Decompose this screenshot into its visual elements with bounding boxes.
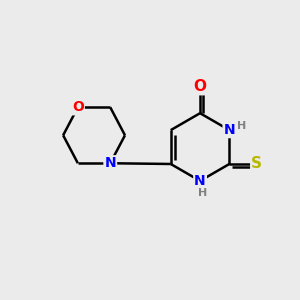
Text: N: N bbox=[224, 123, 235, 137]
Text: N: N bbox=[104, 156, 116, 170]
Text: O: O bbox=[194, 79, 207, 94]
Text: H: H bbox=[237, 121, 246, 131]
Text: S: S bbox=[251, 157, 262, 172]
Text: N: N bbox=[194, 174, 206, 188]
Text: H: H bbox=[198, 188, 208, 198]
Text: O: O bbox=[72, 100, 84, 114]
